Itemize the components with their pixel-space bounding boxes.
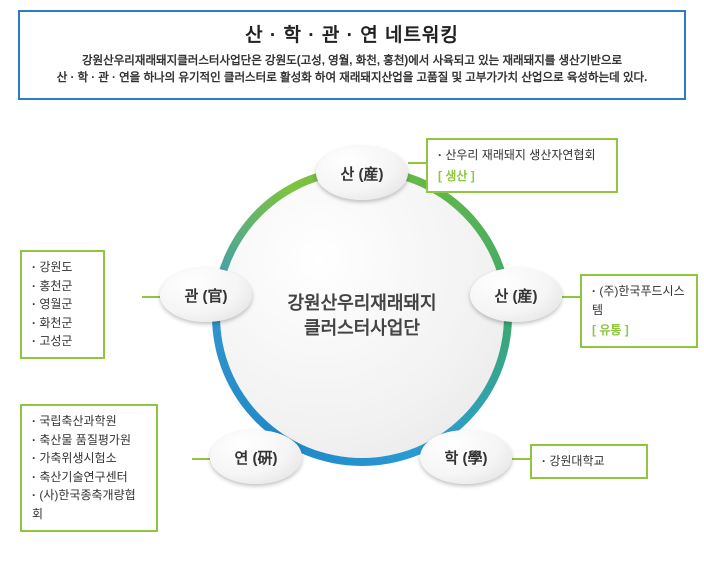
- box-top-list: 산우리 재래돼지 생산자연협회: [438, 146, 606, 165]
- list-item: 국립축산과학원: [32, 412, 146, 431]
- box-br: 강원대학교: [530, 444, 648, 479]
- node-right: 산 (産): [470, 268, 562, 322]
- list-item: 화천군: [32, 314, 93, 333]
- list-item: 홍천군: [32, 277, 93, 296]
- lead-left: [142, 296, 160, 298]
- center-line1: 강원산우리재래돼지: [287, 291, 436, 316]
- list-item: 강원대학교: [542, 452, 636, 471]
- list-item: 영월군: [32, 295, 93, 314]
- lead-br: [512, 458, 530, 460]
- box-left: 강원도 홍천군 영월군 화천군 고성군: [20, 250, 105, 359]
- header-desc-line2: 산 · 학 · 관 · 연을 하나의 유기적인 클러스터로 활성화 하여 재래돼…: [34, 70, 670, 87]
- node-bl: 연 (硏): [210, 430, 302, 484]
- header-description: 강원산우리재래돼지클러스터사업단은 강원도(고성, 영월, 화천, 홍천)에서 …: [34, 53, 670, 88]
- lead-top: [408, 162, 426, 164]
- box-left-list: 강원도 홍천군 영월군 화천군 고성군: [32, 258, 93, 351]
- list-item: 고성군: [32, 332, 93, 351]
- node-left: 관 (官): [160, 268, 252, 322]
- list-item: 축산물 품질평가원: [32, 431, 146, 450]
- box-bl-list: 국립축산과학원 축산물 품질평가원 가축위생시험소 축산기술연구센터 (사)한국…: [32, 412, 146, 524]
- header-box: 산 · 학 · 관 · 연 네트워킹 강원산우리재래돼지클러스터사업단은 강원도…: [18, 10, 686, 100]
- list-item: 산우리 재래돼지 생산자연협회: [438, 146, 606, 165]
- box-right-list: (주)한국푸드시스템: [592, 282, 686, 319]
- list-item: (사)한국종축개량협회: [32, 486, 146, 523]
- lead-bl: [192, 458, 210, 460]
- box-right: (주)한국푸드시스템 [ 유통 ]: [580, 274, 698, 348]
- network-diagram: 강원산우리재래돼지 클러스터사업단 산 (産) 산 (産) 학 (學) 연 (硏…: [0, 128, 704, 573]
- box-bl: 국립축산과학원 축산물 품질평가원 가축위생시험소 축산기술연구센터 (사)한국…: [20, 404, 158, 532]
- list-item: 가축위생시험소: [32, 449, 146, 468]
- header-title: 산 · 학 · 관 · 연 네트워킹: [34, 20, 670, 47]
- node-br: 학 (學): [420, 430, 512, 484]
- header-desc-line1: 강원산우리재래돼지클러스터사업단은 강원도(고성, 영월, 화천, 홍천)에서 …: [34, 53, 670, 70]
- node-top: 산 (産): [316, 146, 408, 200]
- box-right-sub: [ 유통 ]: [592, 321, 686, 340]
- list-item: 강원도: [32, 258, 93, 277]
- center-line2: 클러스터사업단: [304, 316, 420, 341]
- list-item: 축산기술연구센터: [32, 468, 146, 487]
- lead-right: [562, 296, 580, 298]
- center-label: 강원산우리재래돼지 클러스터사업단: [212, 166, 512, 466]
- list-item: (주)한국푸드시스템: [592, 282, 686, 319]
- box-br-list: 강원대학교: [542, 452, 636, 471]
